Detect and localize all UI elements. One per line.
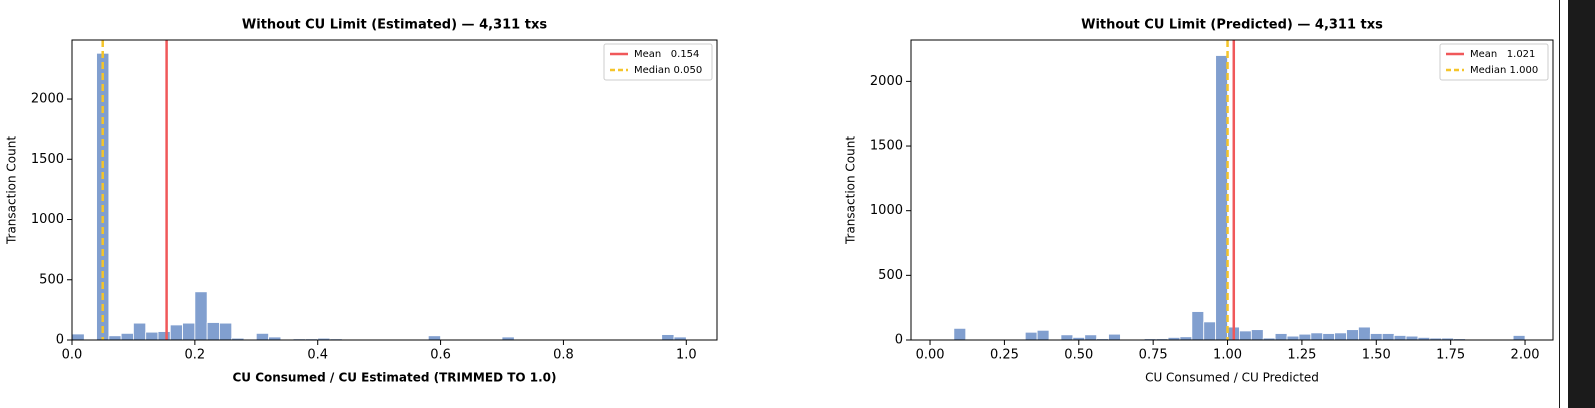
x-tick-label: 0.25 — [990, 348, 1019, 363]
x-tick-label: 0.2 — [185, 348, 206, 363]
x-tick-label: 1.0 — [676, 348, 697, 363]
histogram-bar — [1084, 334, 1098, 341]
x-tick-label: 2.00 — [1511, 348, 1540, 363]
legend-label: Mean 0.154 — [634, 49, 699, 60]
legend-label: Mean 1.021 — [1470, 49, 1535, 60]
histogram-bar — [1060, 334, 1074, 341]
y-tick-label: 0 — [895, 333, 903, 348]
legend: Mean 1.021 Median 1.000 — [1439, 43, 1549, 81]
histogram-bar — [1203, 321, 1217, 341]
y-tick-label: 500 — [878, 268, 903, 283]
histogram-bar — [1381, 333, 1395, 341]
y-axis-label: Transaction Count — [5, 136, 19, 245]
y-axis-label: Transaction Count — [844, 136, 858, 245]
window-gap — [1560, 0, 1568, 408]
y-tick-label: 1500 — [31, 152, 64, 167]
y-tick-label: 0 — [56, 333, 64, 348]
histogram-bar — [1108, 333, 1121, 341]
histogram-bar — [1310, 332, 1324, 341]
histogram-bar — [661, 334, 675, 341]
histogram-bar — [206, 322, 220, 341]
histogram-bar — [1322, 333, 1336, 341]
histogram-bar — [1369, 333, 1383, 341]
histogram-bar — [1274, 333, 1288, 341]
x-tick-label: 0.8 — [553, 348, 574, 363]
histogram-bar — [169, 324, 183, 341]
histogram-bar — [1191, 311, 1205, 341]
x-tick-label: 1.25 — [1287, 348, 1316, 363]
histogram-bar — [1024, 331, 1038, 341]
histogram-bar — [427, 335, 441, 341]
x-axis-label: CU Consumed / CU Estimated (TRIMMED TO 1… — [232, 371, 556, 385]
x-tick-label: 1.50 — [1362, 348, 1391, 363]
x-tick-label: 0.75 — [1139, 348, 1168, 363]
histogram-bar — [157, 331, 171, 341]
y-tick-label: 500 — [39, 272, 64, 287]
legend-label: Median 0.050 — [634, 65, 702, 76]
x-tick-label: 0.0 — [62, 348, 83, 363]
histogram-bar — [120, 332, 134, 341]
histogram-bar — [1393, 335, 1407, 341]
x-tick-label: 0.4 — [307, 348, 328, 363]
histogram-bar — [1286, 335, 1300, 341]
histogram-bar — [1405, 335, 1419, 341]
plot-frame — [910, 39, 1554, 341]
histogram-bar — [1346, 329, 1359, 341]
histogram-bar — [1250, 329, 1264, 341]
histogram-bar — [1298, 333, 1312, 341]
histogram-bar — [194, 291, 208, 341]
histogram-bar — [1358, 326, 1371, 341]
x-tick-label: 1.00 — [1213, 348, 1242, 363]
histogram-bar — [182, 322, 196, 341]
chart-title: Without CU Limit (Estimated) — 4,311 txs — [242, 18, 547, 33]
histogram-bar — [953, 327, 967, 341]
histogram-bar — [1512, 335, 1526, 341]
plot-frame — [71, 39, 718, 341]
legend: Mean 0.154 Median 0.050 — [603, 43, 713, 81]
y-tick-label: 1500 — [870, 139, 903, 154]
histogram-bar — [108, 335, 122, 341]
histogram-bar — [219, 322, 233, 341]
histogram-bar — [1036, 329, 1050, 341]
y-tick-label: 1000 — [31, 212, 64, 227]
y-tick-label: 2000 — [31, 92, 64, 107]
x-tick-label: 0.50 — [1064, 348, 1093, 363]
chart-title: Without CU Limit (Predicted) — 4,311 txs — [1081, 18, 1383, 33]
histogram-bar — [1215, 55, 1228, 341]
x-tick-label: 0.6 — [430, 348, 451, 363]
histogram-bar — [71, 333, 85, 341]
x-tick-label: 0.00 — [916, 348, 945, 363]
y-tick-label: 1000 — [870, 203, 903, 218]
legend-label: Median 1.000 — [1470, 65, 1538, 76]
legend-frame — [1439, 43, 1549, 81]
histogram-bar — [255, 332, 269, 341]
histogram-bar — [1239, 330, 1252, 341]
histogram-bar — [1334, 332, 1347, 341]
legend-frame — [603, 43, 713, 81]
histogram-bar — [133, 322, 147, 341]
histogram-bar — [145, 331, 159, 341]
x-tick-label: 1.75 — [1436, 348, 1465, 363]
x-axis-label: CU Consumed / CU Predicted — [1145, 371, 1319, 385]
y-tick-label: 2000 — [870, 74, 903, 89]
